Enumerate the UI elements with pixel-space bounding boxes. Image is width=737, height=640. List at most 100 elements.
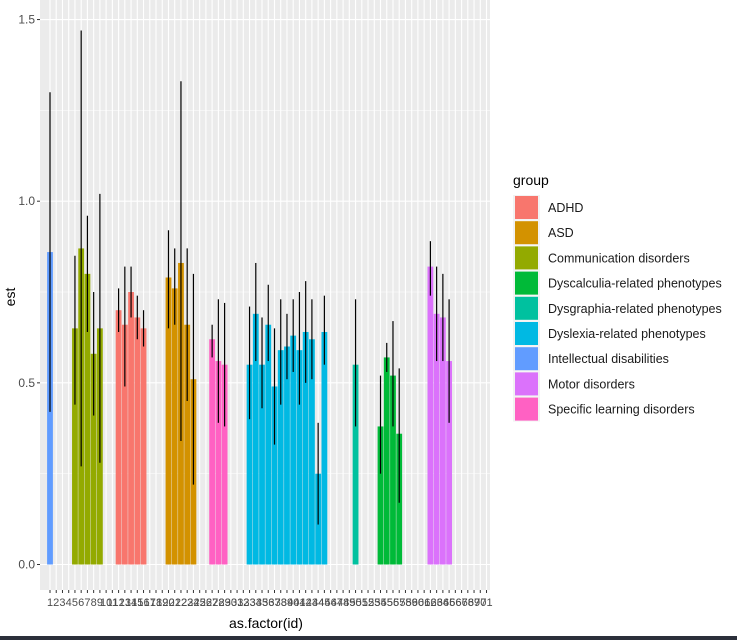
bar	[284, 346, 290, 565]
legend: ADHD ASD Communication disorders Dyscalculi…	[513, 195, 722, 422]
legend-label: Dyslexia-related phenotypes	[548, 327, 706, 341]
x-tick-label: 31	[231, 597, 243, 609]
x-tick-label: 57	[393, 597, 405, 609]
legend-label: Motor disorders	[548, 377, 635, 391]
x-tick-label: 14	[125, 597, 137, 609]
x-tick-label: 9	[97, 597, 103, 609]
x-tick-label: 27	[206, 597, 218, 609]
x-tick-label: 70	[474, 597, 486, 609]
legend-key	[515, 221, 538, 245]
bar	[259, 364, 265, 565]
legend-key	[515, 296, 538, 320]
legend-key	[515, 372, 538, 396]
bar	[215, 361, 222, 565]
y-tick-label: 0.0	[18, 558, 35, 572]
legend-key	[515, 347, 538, 371]
x-tick-label: 48	[337, 597, 349, 609]
bar	[302, 331, 309, 565]
x-tick-label: 64	[437, 597, 449, 609]
x-tick-label: 43	[306, 597, 318, 609]
bar	[134, 317, 141, 565]
legend-label: ASD	[548, 226, 574, 240]
error-bars	[49, 30, 450, 525]
x-tick-label: 5	[72, 597, 78, 609]
x-tick-label: 49	[343, 597, 355, 609]
x-tick-label: 15	[131, 597, 143, 609]
x-tick-label: 8	[91, 597, 97, 609]
x-tick-label: 62	[424, 597, 436, 609]
x-tick-label: 63	[431, 597, 443, 609]
x-tick-label: 44	[312, 597, 324, 609]
bar	[265, 324, 272, 565]
window-bottom-border	[0, 636, 737, 640]
legend-label: Dyscalculia-related phenotypes	[548, 277, 722, 291]
x-tick-label: 25	[194, 597, 206, 609]
x-tick-label: 55	[381, 597, 393, 609]
x-tick-label: 42	[300, 597, 312, 609]
x-tick-label: 32	[237, 597, 249, 609]
x-tick-label: 6	[78, 597, 84, 609]
x-tick-label: 13	[119, 597, 131, 609]
bar	[209, 339, 216, 565]
bar	[90, 353, 97, 565]
legend-label: Intellectual disabilities	[548, 352, 669, 366]
bar	[72, 328, 78, 565]
x-tick-label: 53	[368, 597, 380, 609]
x-axis: 1 2 3 4 5 6 7 8 91011121314151617181920212223242…	[47, 590, 493, 609]
x-tick-label: 4	[66, 597, 72, 609]
x-tick-label: 50	[349, 597, 361, 609]
minor-gridlines	[40, 110, 490, 474]
x-tick-label: 37	[268, 597, 280, 609]
x-tick-label: 60	[412, 597, 424, 609]
bar	[221, 364, 228, 565]
legend-key	[515, 322, 538, 345]
y-tick-label: 1.0	[18, 194, 35, 208]
x-tick-label: 29	[218, 597, 230, 609]
x-tick-label: 56	[387, 597, 399, 609]
legend-label: Dysgraphia-related phenotypes	[548, 302, 722, 316]
x-tick-label: 30	[225, 597, 237, 609]
bar	[165, 277, 172, 565]
y-axis-title: est	[2, 288, 18, 307]
bar	[427, 266, 434, 565]
x-tick-label: 19	[156, 597, 168, 609]
bar	[446, 361, 453, 565]
bar	[121, 324, 128, 565]
x-tick-label: 40	[287, 597, 299, 609]
bar	[390, 375, 396, 565]
x-tick-label: 65	[443, 597, 455, 609]
bar	[128, 292, 134, 565]
bar	[252, 313, 259, 565]
x-tick-label: 67	[455, 597, 467, 609]
x-tick-label: 26	[200, 597, 212, 609]
x-tick-label: 12	[112, 597, 124, 609]
plot-panel	[40, 0, 490, 590]
bar	[184, 324, 191, 565]
legend-key	[515, 196, 538, 219]
x-tick-label: 69	[468, 597, 480, 609]
bar	[352, 364, 359, 565]
x-tick-label: 7	[84, 597, 90, 609]
x-tick-label: 68	[462, 597, 474, 609]
x-axis-title: as.factor(id)	[229, 615, 303, 631]
x-tick-label: 21	[169, 597, 181, 609]
y-tick-label: 0.5	[18, 376, 35, 390]
x-tick-label: 41	[293, 597, 305, 609]
x-tick-label: 23	[181, 597, 193, 609]
x-tick-label: 71	[480, 597, 492, 609]
x-tick-label: 2	[53, 597, 59, 609]
x-tick-label: 17	[144, 597, 156, 609]
bar	[321, 331, 328, 565]
x-tick-label: 46	[324, 597, 336, 609]
x-tick-label: 33	[243, 597, 255, 609]
bar	[439, 317, 446, 565]
y-tick-label: 1.5	[18, 13, 35, 27]
x-tick-label: 10	[100, 597, 112, 609]
x-tick-label: 38	[275, 597, 287, 609]
x-tick-label: 18	[150, 597, 162, 609]
bar	[140, 328, 147, 565]
x-tick-label: 61	[418, 597, 430, 609]
x-tick-label: 45	[318, 597, 330, 609]
x-tick-label: 16	[137, 597, 149, 609]
